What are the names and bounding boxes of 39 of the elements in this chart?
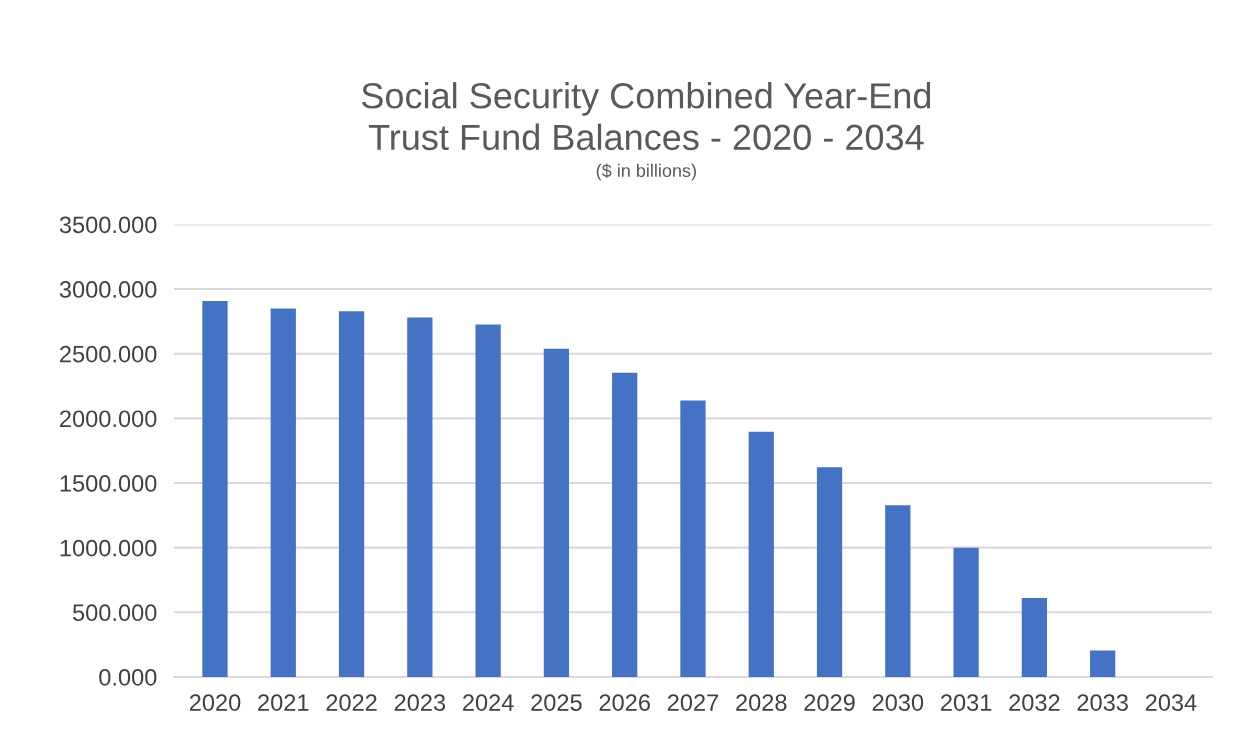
x-tick-label: 2030	[872, 694, 924, 711]
chart-subtitle: ($ in billions)	[596, 163, 696, 181]
x-tick-label: 2034	[1145, 694, 1197, 711]
x-tick-label: 2033	[1077, 694, 1128, 711]
x-tick-label: 2025	[531, 694, 582, 711]
bar	[475, 324, 501, 677]
bar	[1090, 650, 1116, 677]
bar	[680, 400, 706, 677]
bar	[338, 311, 365, 677]
y-tick-label: 3000.000	[59, 281, 157, 298]
x-tick-label: 2028	[736, 694, 787, 711]
bar	[407, 317, 433, 677]
x-tick-label: 2029	[804, 694, 855, 711]
bar	[816, 467, 843, 677]
x-tick-label: 2026	[599, 694, 650, 711]
y-tick-label: 1500.000	[60, 475, 157, 492]
x-tick-label: 2024	[463, 694, 514, 711]
y-tick-label: 3500.000	[59, 216, 157, 234]
bar	[885, 505, 911, 677]
bar	[202, 300, 228, 677]
bar	[270, 308, 296, 677]
y-tick-label: 500.000	[72, 604, 157, 622]
y-tick-label: 1000.000	[60, 539, 157, 557]
x-tick-label: 2021	[258, 694, 309, 711]
x-tick-label: 2022	[326, 694, 377, 711]
bar	[748, 431, 774, 677]
bar	[953, 547, 979, 677]
x-tick-label: 2020	[189, 694, 241, 711]
bar	[1021, 598, 1048, 677]
y-tick-label: 2500.000	[60, 345, 157, 363]
y-tick-label: 0.000	[99, 669, 157, 686]
x-tick-label: 2031	[941, 694, 992, 711]
x-tick-label: 2027	[667, 694, 719, 711]
bar	[612, 372, 638, 677]
x-tick-label: 2023	[394, 694, 446, 711]
bar	[543, 348, 570, 677]
x-tick-label: 2032	[1009, 694, 1060, 711]
chart-title: Social Security Combined Year-End Trust Fund Balances - 2020 - 2034	[361, 82, 931, 151]
y-tick-label: 2000.000	[60, 410, 157, 428]
